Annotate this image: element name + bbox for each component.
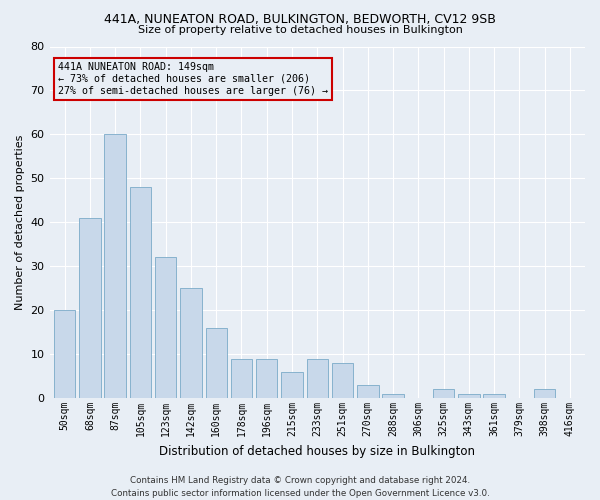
- Bar: [206, 328, 227, 398]
- Bar: [256, 358, 277, 398]
- Bar: [307, 358, 328, 398]
- Bar: [104, 134, 126, 398]
- Bar: [484, 394, 505, 398]
- Text: Contains HM Land Registry data © Crown copyright and database right 2024.
Contai: Contains HM Land Registry data © Crown c…: [110, 476, 490, 498]
- Bar: [54, 310, 76, 398]
- Bar: [357, 385, 379, 398]
- Bar: [79, 218, 101, 398]
- Text: 441A NUNEATON ROAD: 149sqm
← 73% of detached houses are smaller (206)
27% of sem: 441A NUNEATON ROAD: 149sqm ← 73% of deta…: [58, 62, 328, 96]
- Bar: [130, 187, 151, 398]
- Bar: [155, 258, 176, 398]
- Bar: [382, 394, 404, 398]
- Bar: [231, 358, 252, 398]
- Bar: [433, 390, 454, 398]
- Bar: [534, 390, 556, 398]
- Text: Size of property relative to detached houses in Bulkington: Size of property relative to detached ho…: [137, 25, 463, 35]
- Bar: [332, 363, 353, 398]
- Bar: [458, 394, 479, 398]
- Text: 441A, NUNEATON ROAD, BULKINGTON, BEDWORTH, CV12 9SB: 441A, NUNEATON ROAD, BULKINGTON, BEDWORT…: [104, 12, 496, 26]
- Bar: [180, 288, 202, 398]
- Y-axis label: Number of detached properties: Number of detached properties: [15, 134, 25, 310]
- Bar: [281, 372, 303, 398]
- X-axis label: Distribution of detached houses by size in Bulkington: Distribution of detached houses by size …: [159, 444, 475, 458]
